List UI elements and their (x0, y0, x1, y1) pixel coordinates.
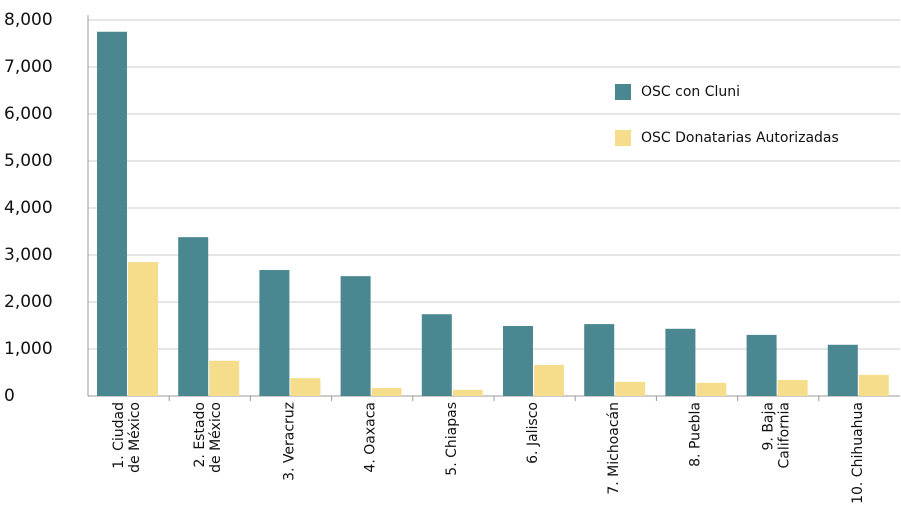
x-tick-label: 7. Michoacán (606, 402, 622, 495)
bar (452, 389, 483, 396)
y-tick-label: 0 (4, 386, 15, 406)
x-tick-label: 2. Estado (192, 402, 208, 467)
x-tick-label: de México (127, 402, 143, 473)
bar (209, 360, 240, 396)
bar (584, 324, 615, 396)
bar (290, 378, 321, 396)
x-tick-label: 3. Veracruz (281, 402, 297, 481)
bar (746, 334, 777, 396)
y-tick-label: 4,000 (4, 198, 53, 218)
legend-label: OSC con Cluni (641, 84, 740, 100)
y-tick-label: 8,000 (4, 10, 53, 30)
x-tick-label: 9. Baja (761, 402, 777, 450)
y-tick-label: 1,000 (4, 339, 53, 359)
x-tick-label: California (777, 402, 793, 468)
x-tick-label: 4. Oaxaca (363, 402, 379, 473)
bar (97, 31, 127, 396)
x-tick-label: 8. Puebla (687, 402, 703, 467)
bar (128, 262, 158, 396)
x-tick-label: 6. Jalisco (525, 402, 541, 464)
bar (534, 364, 564, 396)
y-tick-label: 5,000 (4, 151, 53, 171)
bar (777, 380, 808, 396)
legend-label: OSC Donatarias Autorizadas (641, 130, 839, 146)
x-tick-label: 10. Chihuahua (850, 402, 866, 504)
bar (178, 237, 209, 396)
bar (371, 388, 402, 396)
bar (827, 344, 858, 396)
x-tick-label: de México (208, 402, 224, 473)
bar (421, 314, 452, 396)
legend-swatch (615, 130, 631, 146)
bar (615, 381, 646, 396)
x-tick-label: 1. Ciudad (111, 402, 127, 469)
y-tick-label: 7,000 (4, 57, 53, 77)
bar (259, 270, 290, 396)
bar (696, 382, 727, 396)
bar (665, 328, 696, 396)
bar (858, 374, 889, 396)
bar (503, 325, 533, 396)
bar (340, 276, 371, 396)
y-tick-label: 6,000 (4, 104, 53, 124)
x-tick-label: 5. Chiapas (444, 402, 460, 476)
legend-swatch (615, 84, 631, 100)
y-tick-label: 2,000 (4, 292, 53, 312)
y-tick-label: 3,000 (4, 245, 53, 265)
